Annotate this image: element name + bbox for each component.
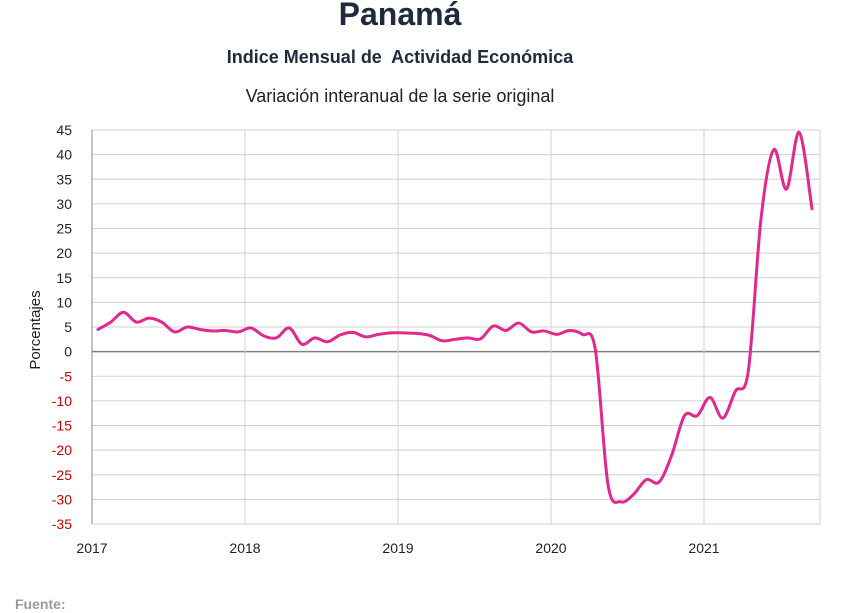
y-tick-label: 45	[56, 122, 72, 138]
y-axis-label: Porcentajes	[27, 290, 44, 369]
x-axis-ticks: 2017 2018 2019 2020 2021	[76, 540, 719, 556]
y-tick-label: -30	[52, 491, 72, 507]
y-tick-label: 15	[56, 270, 72, 286]
y-tick-label: 5	[64, 319, 72, 335]
y-tick-label: 10	[56, 294, 72, 310]
series-line	[96, 130, 814, 504]
x-tick-label: 2017	[76, 540, 107, 556]
y-tick-label: 0	[64, 344, 72, 360]
y-tick-label: -20	[52, 442, 72, 458]
y-tick-label: 30	[56, 196, 72, 212]
grid-lines	[91, 129, 821, 525]
y-tick-label: -35	[52, 516, 72, 532]
line-chart: 45 40 35 30 25 20 15 10 5 0 -5 -10 -15 -20 -25 -30 -35 2…	[27, 122, 821, 556]
chart-subtitle: Indice Mensual de Actividad Económica	[226, 47, 574, 67]
x-tick-label: 2018	[229, 540, 260, 556]
chart-title: Panamá	[338, 0, 462, 32]
y-axis-ticks: 45 40 35 30 25 20 15 10 5 0 -5 -10 -15 -20 -25 -30 -35	[52, 122, 72, 532]
y-tick-label: -10	[52, 393, 72, 409]
y-tick-label: 25	[56, 221, 72, 237]
y-tick-label: 35	[56, 171, 72, 187]
y-tick-label: -15	[52, 418, 72, 434]
y-tick-label: -5	[60, 368, 73, 384]
x-tick-label: 2019	[382, 540, 413, 556]
x-tick-label: 2020	[535, 540, 566, 556]
source-label: Fuente:	[15, 596, 66, 612]
x-tick-label: 2021	[688, 540, 719, 556]
y-tick-label: -25	[52, 467, 72, 483]
chart-subtitle-2: Variación interanual de la serie origina…	[245, 86, 555, 106]
y-tick-label: 20	[56, 245, 72, 261]
y-tick-label: 40	[56, 147, 72, 163]
